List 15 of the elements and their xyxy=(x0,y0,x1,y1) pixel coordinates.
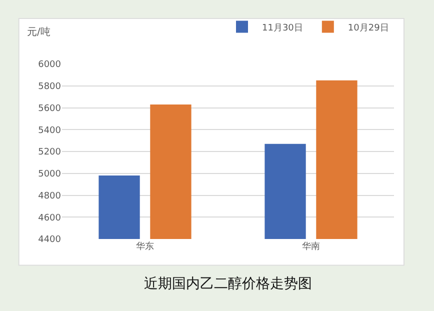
y-axis-title: 元/吨 xyxy=(27,26,50,38)
legend-label: 10月29日 xyxy=(348,23,389,34)
x-tick-label: 华南 xyxy=(302,241,320,252)
y-tick-label: 6000 xyxy=(38,60,62,70)
y-tick-label: 4800 xyxy=(38,191,62,202)
y-tick-label: 4400 xyxy=(38,235,62,246)
y-tick-label: 5200 xyxy=(38,148,62,158)
legend-label: 11月30日 xyxy=(262,23,303,34)
y-tick-label: 5000 xyxy=(38,170,62,180)
y-tick-label: 4600 xyxy=(38,213,62,224)
y-tick-label: 5800 xyxy=(38,82,62,92)
text: 近期国内乙二醇价格走势图 xyxy=(144,276,312,292)
y-tick-label: 5600 xyxy=(38,104,62,114)
x-tick-label: 华东 xyxy=(136,241,154,252)
y-tick-label: 5400 xyxy=(38,126,62,136)
